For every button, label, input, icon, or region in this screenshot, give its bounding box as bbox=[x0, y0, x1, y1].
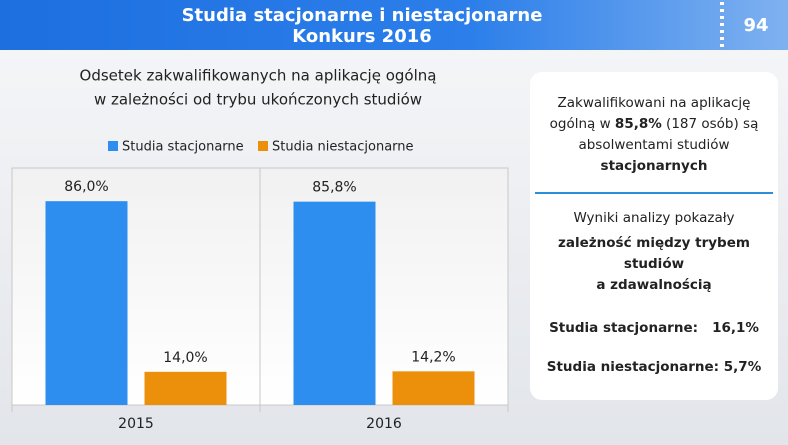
panel-bold-text: Studia stacjonarne: 16,1% bbox=[549, 320, 759, 336]
data-label: 14,2% bbox=[411, 349, 455, 365]
panel-bold-text: zależność między trybem bbox=[558, 235, 750, 251]
panel-text: absolwentami studiów bbox=[578, 137, 729, 153]
chart-title: w zależności od trybu ukończonych studió… bbox=[94, 91, 422, 109]
legend-swatch bbox=[108, 141, 118, 151]
header-title: Studia stacjonarne i niestacjonarne bbox=[182, 5, 543, 26]
page-number: 94 bbox=[743, 15, 768, 36]
legend-label: Studia niestacjonarne bbox=[272, 140, 414, 155]
panel-line: Wyniki analizy pokazały bbox=[573, 210, 734, 226]
bar bbox=[392, 371, 475, 405]
panel-bold-text: stacjonarnych bbox=[601, 158, 708, 174]
panel-text: (187 osób) są bbox=[662, 116, 759, 132]
panel-line: Studia niestacjonarne: 5,7% bbox=[547, 359, 762, 375]
header-bar bbox=[0, 0, 788, 50]
panel-line: Studia stacjonarne: 16,1% bbox=[549, 320, 759, 336]
data-label: 86,0% bbox=[64, 179, 108, 195]
panel-line: absolwentami studiów bbox=[578, 137, 729, 153]
legend-swatch bbox=[258, 141, 268, 151]
legend-label: Studia stacjonarne bbox=[122, 140, 244, 155]
bar bbox=[45, 201, 128, 405]
panel-text: Zakwalifikowani na aplikację bbox=[558, 95, 751, 111]
panel-line: stacjonarnych bbox=[601, 158, 708, 174]
x-tick-label: 2015 bbox=[118, 416, 154, 432]
data-label: 14,0% bbox=[163, 350, 207, 366]
chart-title: Odsetek zakwalifikowanych na aplikację o… bbox=[80, 67, 437, 85]
panel-line: Zakwalifikowani na aplikację bbox=[558, 95, 751, 111]
panel-line: zależność między trybem bbox=[558, 235, 750, 251]
panel-bold-text: Studia niestacjonarne: 5,7% bbox=[547, 359, 762, 375]
bar bbox=[144, 371, 227, 405]
panel-bold-text: studiów bbox=[624, 256, 684, 272]
panel-line: studiów bbox=[624, 256, 684, 272]
info-panel bbox=[530, 72, 778, 400]
panel-bold-text: a zdawalnością bbox=[596, 277, 711, 293]
panel-bold-text: 85,8% bbox=[615, 116, 662, 132]
panel-text: Wyniki analizy pokazały bbox=[573, 210, 734, 226]
panel-line: ogólną w 85,8% (187 osób) są bbox=[550, 116, 759, 132]
data-label: 85,8% bbox=[312, 180, 356, 196]
header-title: Konkurs 2016 bbox=[292, 26, 432, 47]
bar bbox=[293, 201, 376, 405]
panel-line: a zdawalnością bbox=[596, 277, 711, 293]
panel-text: ogólną w bbox=[550, 116, 615, 132]
x-tick-label: 2016 bbox=[366, 416, 402, 432]
